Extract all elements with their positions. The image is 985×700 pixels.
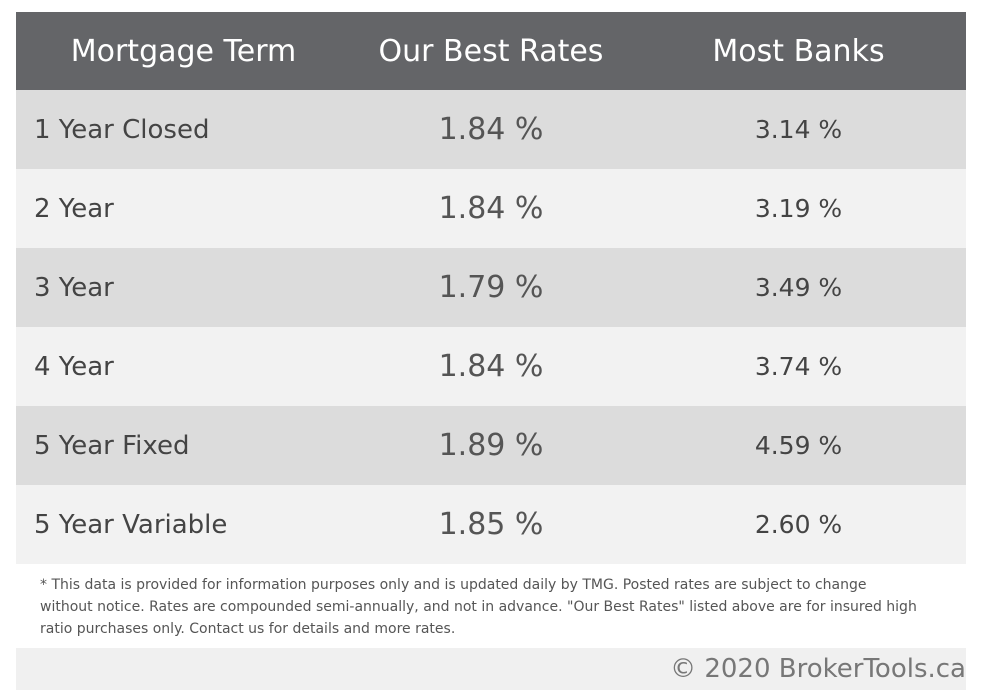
table-cell: 1.84 % bbox=[351, 169, 631, 248]
header-cell: Most Banks bbox=[631, 12, 966, 90]
table-row: 1 Year Closed 1.84 % 3.14 % bbox=[16, 90, 966, 169]
table-cell: 1.84 % bbox=[351, 90, 631, 169]
table-cell: 1 Year Closed bbox=[16, 90, 351, 169]
table-cell: 4 Year bbox=[16, 327, 351, 406]
table-body: 1 Year Closed 1.84 % 3.14 % 2 Year 1.84 % 3.1… bbox=[16, 90, 966, 564]
table-cell: 3.74 % bbox=[631, 327, 966, 406]
table-cell: 3.19 % bbox=[631, 169, 966, 248]
table-row: 4 Year 1.84 % 3.74 % bbox=[16, 327, 966, 406]
table-row: 5 Year Variable 1.85 % 2.60 % bbox=[16, 485, 966, 564]
footnote: * This data is provided for information … bbox=[40, 577, 917, 637]
table-cell: 1.89 % bbox=[351, 406, 631, 485]
table-cell: 3 Year bbox=[16, 248, 351, 327]
header-cell: Mortgage Term bbox=[16, 12, 351, 90]
footer: © 2020 BrokerTools.ca bbox=[16, 648, 966, 690]
table-cell: 2 Year bbox=[16, 169, 351, 248]
table-row: 5 Year Fixed 1.89 % 4.59 % bbox=[16, 406, 966, 485]
table-cell: 5 Year Fixed bbox=[16, 406, 351, 485]
table-cell: 3.14 % bbox=[631, 90, 966, 169]
table-cell: 2.60 % bbox=[631, 485, 966, 564]
table-cell: 1.85 % bbox=[351, 485, 631, 564]
table-cell: 1.79 % bbox=[351, 248, 631, 327]
table-cell: 4.59 % bbox=[631, 406, 966, 485]
header-cell: Our Best Rates bbox=[351, 12, 631, 90]
rate-widget: Mortgage Term Our Best Rates Most Banks 1 … bbox=[16, 12, 966, 690]
rate-table: Mortgage Term Our Best Rates Most Banks 1 … bbox=[16, 12, 966, 564]
table-cell: 1.84 % bbox=[351, 327, 631, 406]
table-cell: 3.49 % bbox=[631, 248, 966, 327]
table-row: 3 Year 1.79 % 3.49 % bbox=[16, 248, 966, 327]
table-cell: 5 Year Variable bbox=[16, 485, 351, 564]
table-row: 2 Year 1.84 % 3.19 % bbox=[16, 169, 966, 248]
header-row: Mortgage Term Our Best Rates Most Banks bbox=[16, 12, 966, 90]
